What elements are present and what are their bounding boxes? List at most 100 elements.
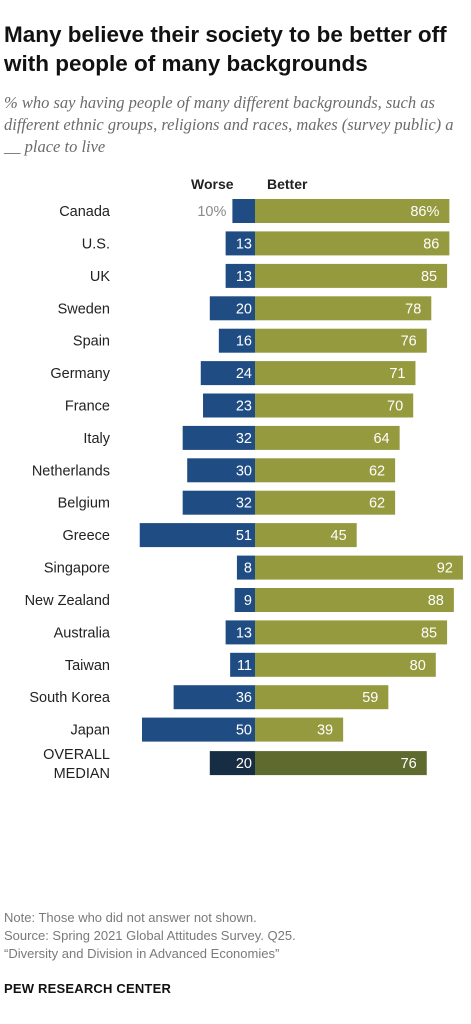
bar-worse-belgium [182,490,255,515]
chart-footer: Note: Those who did not answer not shown… [4,909,464,963]
value-worse-canada: 10% [197,204,226,220]
value-worse-overall-median: 20 [236,756,252,772]
value-better-italy: 64 [373,431,389,447]
row-label-belgium: Belgium [58,496,110,512]
value-worse-singapore: 8 [244,561,252,577]
value-worse-new-zealand: 9 [244,593,252,609]
value-worse-sweden: 20 [236,301,252,317]
bar-worse-italy [182,425,255,450]
bar-worse-u-s [225,231,255,256]
bar-better-italy [255,425,400,450]
footer-note: Note: Those who did not answer not shown… [4,910,257,925]
bar-worse-france [203,393,255,418]
value-better-spain: 76 [401,334,417,350]
bar-better-greece [255,523,357,548]
value-worse-germany: 24 [236,366,252,382]
value-worse-taiwan: 11 [237,658,252,674]
bar-worse-germany [200,361,255,386]
row-label-japan: Japan [70,723,110,739]
bar-better-netherlands [255,458,396,483]
bar-worse-japan [142,717,255,742]
value-better-overall-median: 76 [401,756,417,772]
legend-worse-label: Worse [191,176,234,192]
row-label-france: France [65,399,110,415]
value-better-japan: 39 [317,723,333,739]
bar-better-overall-median [255,751,427,776]
bar-worse-canada [232,199,255,223]
bar-better-taiwan [255,652,436,677]
bar-better-germany [255,361,416,386]
bar-worse-singapore [236,555,255,580]
value-better-new-zealand: 88 [428,593,444,609]
value-better-australia: 85 [421,625,437,641]
row-label-south-korea: South Korea [29,690,111,706]
footer-source: Source: Spring 2021 Global Attitudes Sur… [4,928,296,943]
chart-title: Many believe their society to be better … [4,22,447,76]
bar-worse-uk [225,263,255,288]
row-label-taiwan: Taiwan [65,658,110,674]
diverging-bar-chart: Canada 10% 86% U.S. 13 86 UK 13 85 Sweden 20 78 Spai… [25,199,463,782]
value-worse-france: 23 [236,399,252,415]
bar-worse-sweden [209,296,255,321]
bar-better-sweden [255,296,432,321]
value-worse-japan: 50 [236,723,252,739]
value-worse-belgium: 32 [236,496,252,512]
value-better-uk: 85 [421,269,437,285]
value-better-france: 70 [387,399,403,415]
value-better-canada: 86% [410,204,439,220]
bar-worse-taiwan [230,652,255,677]
value-worse-greece: 51 [236,528,252,544]
value-better-singapore: 92 [437,561,453,577]
value-better-taiwan: 80 [410,658,426,674]
bar-better-u-s [255,231,450,256]
legend-better-label: Better [267,176,308,192]
value-worse-netherlands: 30 [236,463,252,479]
footer-report-title: “Diversity and Division in Advanced Econ… [4,946,280,961]
value-better-u-s: 86 [423,236,439,252]
bar-worse-overall-median [209,751,255,776]
value-better-belgium: 62 [369,496,385,512]
row-label-canada: Canada [59,204,111,220]
value-worse-south-korea: 36 [236,690,252,706]
bar-better-uk [255,263,448,288]
row-label-italy: Italy [83,431,110,447]
row-label-netherlands: Netherlands [32,463,110,479]
value-better-greece: 45 [331,528,347,544]
value-better-germany: 71 [389,366,405,382]
bar-worse-new-zealand [234,588,255,612]
row-label-spain: Spain [73,334,110,350]
bar-worse-south-korea [173,685,255,710]
bar-worse-spain [218,328,255,353]
chart-subtitle: % who say having people of many differen… [4,93,454,156]
bar-better-new-zealand [255,588,454,612]
bar-better-south-korea [255,685,389,710]
bar-worse-greece [139,523,255,548]
bar-worse-netherlands [187,458,255,483]
row-label-sweden: Sweden [58,301,110,317]
value-worse-uk: 13 [236,269,252,285]
row-label-new-zealand: New Zealand [25,593,110,609]
value-worse-italy: 32 [236,431,252,447]
row-label-uk: UK [90,269,110,285]
value-better-sweden: 78 [405,301,421,317]
row-label-u-s: U.S. [82,236,110,252]
bar-better-spain [255,328,427,353]
bar-better-singapore [255,555,463,580]
value-better-netherlands: 62 [369,463,385,479]
value-better-south-korea: 59 [362,690,378,706]
row-label-singapore: Singapore [44,561,110,577]
value-worse-australia: 13 [236,625,252,641]
value-worse-spain: 16 [236,334,252,350]
value-worse-u-s: 13 [236,236,252,252]
row-label-greece: Greece [62,528,110,544]
row-label-overall-median: OVERALL MEDIAN [43,747,110,782]
bar-better-japan [255,717,344,742]
brand-logo-text: PEW RESEARCH CENTER [4,981,172,996]
bar-better-belgium [255,490,396,515]
bar-worse-australia [225,620,255,645]
row-label-germany: Germany [50,366,110,382]
bar-better-australia [255,620,448,645]
row-label-australia: Australia [54,625,111,641]
bar-better-canada [255,199,450,223]
bar-better-france [255,393,414,418]
